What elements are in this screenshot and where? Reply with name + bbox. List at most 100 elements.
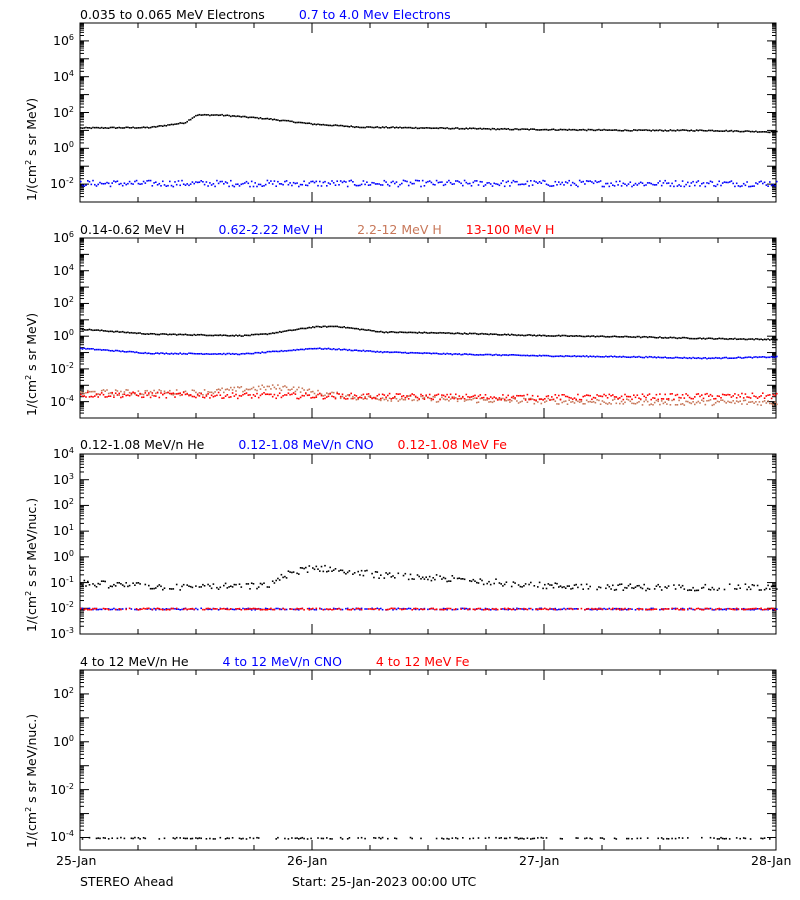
data-point [121, 608, 124, 610]
data-point [352, 349, 354, 352]
data-point [315, 394, 318, 397]
data-point [219, 114, 222, 116]
data-point [542, 399, 544, 401]
data-point [416, 179, 419, 182]
data-point [385, 572, 387, 574]
data-point [692, 337, 694, 340]
data-point [250, 608, 253, 610]
data-point [584, 129, 586, 131]
data-point [620, 185, 623, 187]
data-point [744, 393, 747, 395]
data-point [111, 391, 113, 394]
data-point [776, 130, 778, 133]
data-point [81, 584, 84, 586]
data-point [540, 182, 543, 184]
data-point [526, 334, 529, 336]
data-point [718, 180, 720, 183]
data-point [196, 114, 199, 117]
data-point [498, 334, 501, 336]
data-point [535, 129, 537, 131]
data-point [369, 126, 372, 128]
data-point [486, 128, 488, 130]
data-point [320, 124, 323, 126]
data-point [409, 836, 412, 839]
data-point [357, 184, 359, 187]
data-point [437, 332, 440, 334]
data-point [627, 129, 630, 132]
data-point [254, 609, 256, 611]
data-point [510, 399, 513, 402]
data-point [462, 184, 464, 187]
data-point [137, 352, 140, 354]
data-point [284, 837, 286, 840]
data-point [261, 351, 263, 353]
data-point [770, 130, 773, 133]
data-point [212, 392, 215, 395]
data-point [474, 332, 476, 335]
data-point [209, 585, 211, 587]
data-point [275, 331, 277, 334]
data-point [526, 180, 529, 183]
data-point [268, 332, 270, 335]
data-point [517, 395, 520, 397]
data-point [680, 397, 682, 399]
data-point [669, 393, 672, 395]
data-point [256, 389, 258, 392]
data-point [481, 181, 483, 183]
data-point [224, 395, 227, 397]
data-point [203, 353, 206, 355]
data-point [728, 130, 731, 132]
data-point [482, 609, 485, 611]
data-point [219, 836, 222, 839]
data-point [139, 583, 141, 585]
data-point [205, 181, 208, 183]
y-tick-label: 104 [53, 262, 74, 278]
data-point [298, 121, 300, 124]
data-point [291, 388, 293, 390]
data-point [245, 838, 248, 840]
data-point [146, 394, 148, 397]
data-point [280, 331, 283, 333]
data-point [571, 355, 574, 358]
data-point [148, 584, 150, 587]
data-point [312, 123, 314, 126]
data-point [432, 395, 434, 398]
data-point [245, 180, 248, 183]
data-point [137, 182, 140, 185]
data-point [109, 126, 112, 129]
data-point [348, 837, 351, 839]
data-point [298, 328, 300, 330]
data-point [489, 400, 492, 403]
data-point [100, 126, 103, 129]
data-point [378, 577, 380, 579]
data-point [88, 127, 91, 129]
data-point [512, 334, 515, 336]
data-point [111, 837, 113, 839]
data-point [769, 588, 771, 590]
data-point [92, 608, 94, 611]
data-point [627, 356, 630, 358]
data-point [514, 398, 516, 400]
data-point [310, 391, 312, 393]
data-point [329, 124, 331, 127]
data-point [334, 396, 337, 399]
data-point [315, 325, 318, 328]
data-point [519, 128, 522, 131]
data-point [114, 127, 117, 129]
data-point [772, 183, 775, 186]
data-point [326, 185, 328, 187]
data-point [765, 184, 768, 186]
data-point [324, 124, 326, 126]
data-point [613, 129, 616, 131]
data-point [566, 335, 569, 337]
data-point [486, 182, 488, 184]
data-point [338, 607, 340, 610]
data-point [327, 393, 330, 395]
data-point [479, 353, 482, 356]
data-point [681, 180, 684, 182]
data-point [289, 608, 291, 610]
data-point [428, 180, 431, 182]
data-point [514, 582, 516, 584]
data-point [444, 183, 447, 186]
